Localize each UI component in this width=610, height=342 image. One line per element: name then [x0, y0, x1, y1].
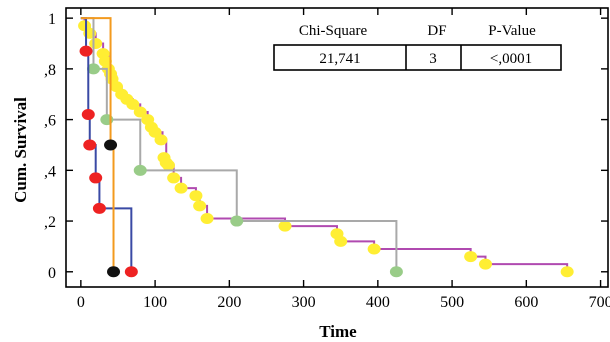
censor-marker: [154, 134, 168, 146]
censor-marker: [367, 243, 381, 255]
y-tick-label: ,4: [44, 163, 56, 180]
censor-marker: [174, 182, 188, 194]
stats-row-box: [273, 44, 562, 71]
y-axis: 0 ,2 ,4 ,6 ,8 1: [44, 11, 608, 282]
survival-series: [79, 17, 138, 278]
censor-marker: [161, 159, 175, 171]
plot-area: [65, 7, 609, 288]
y-tick-label: ,6: [44, 113, 56, 130]
stats-table: Chi-Square DF P-Value 21,741 3 <,0001: [273, 23, 562, 71]
censor-marker: [230, 215, 244, 227]
stats-header-chisq: Chi-Square: [299, 23, 368, 39]
censor-marker: [107, 266, 121, 278]
censor-marker: [104, 139, 118, 151]
x-tick-label: 400: [366, 294, 390, 311]
censor-marker: [478, 258, 492, 270]
x-tick-label: 200: [217, 294, 241, 311]
censor-marker: [560, 266, 574, 278]
x-axis-title: Time: [319, 322, 357, 341]
censor-marker: [200, 213, 214, 225]
x-axis: 0 100 200 300 400 500 600 700: [77, 8, 610, 311]
censor-marker: [92, 202, 106, 214]
survival-series: [80, 17, 121, 278]
censor-marker: [167, 172, 181, 184]
y-tick-label: ,2: [44, 214, 56, 231]
y-axis-title: Cum. Survival: [11, 97, 30, 203]
censor-marker: [189, 190, 203, 202]
censor-marker: [334, 235, 348, 247]
censor-marker: [124, 266, 138, 278]
censor-marker: [464, 251, 478, 263]
x-tick-label: 500: [440, 294, 464, 311]
censor-marker: [389, 266, 403, 278]
stats-value-df: 3: [429, 51, 437, 67]
censor-marker: [193, 200, 207, 212]
plot-frame: [65, 7, 609, 288]
censor-marker: [278, 220, 292, 232]
x-tick-label: 300: [292, 294, 316, 311]
y-tick-label: ,8: [44, 62, 56, 79]
stats-value-chisq: 21,741: [319, 51, 360, 67]
x-tick-label: 600: [514, 294, 538, 311]
censor-marker: [133, 164, 147, 176]
censor-marker: [79, 45, 93, 57]
x-tick-label: 0: [77, 294, 85, 311]
y-tick-label: 0: [48, 265, 56, 282]
censor-marker: [81, 109, 95, 121]
censor-marker: [89, 38, 103, 50]
censor-marker: [126, 98, 140, 110]
censor-marker: [83, 139, 97, 151]
stats-header-pvalue: P-Value: [488, 23, 536, 39]
x-tick-label: 100: [143, 294, 167, 311]
stats-value-pvalue: <,0001: [490, 51, 532, 67]
censor-marker: [89, 172, 103, 184]
censor-marker: [133, 106, 147, 118]
stats-header-df: DF: [427, 23, 446, 39]
survival-step-line: [80, 17, 398, 272]
y-tick-label: 1: [48, 11, 56, 28]
x-tick-label: 700: [589, 294, 610, 311]
censor-marker: [86, 63, 100, 75]
